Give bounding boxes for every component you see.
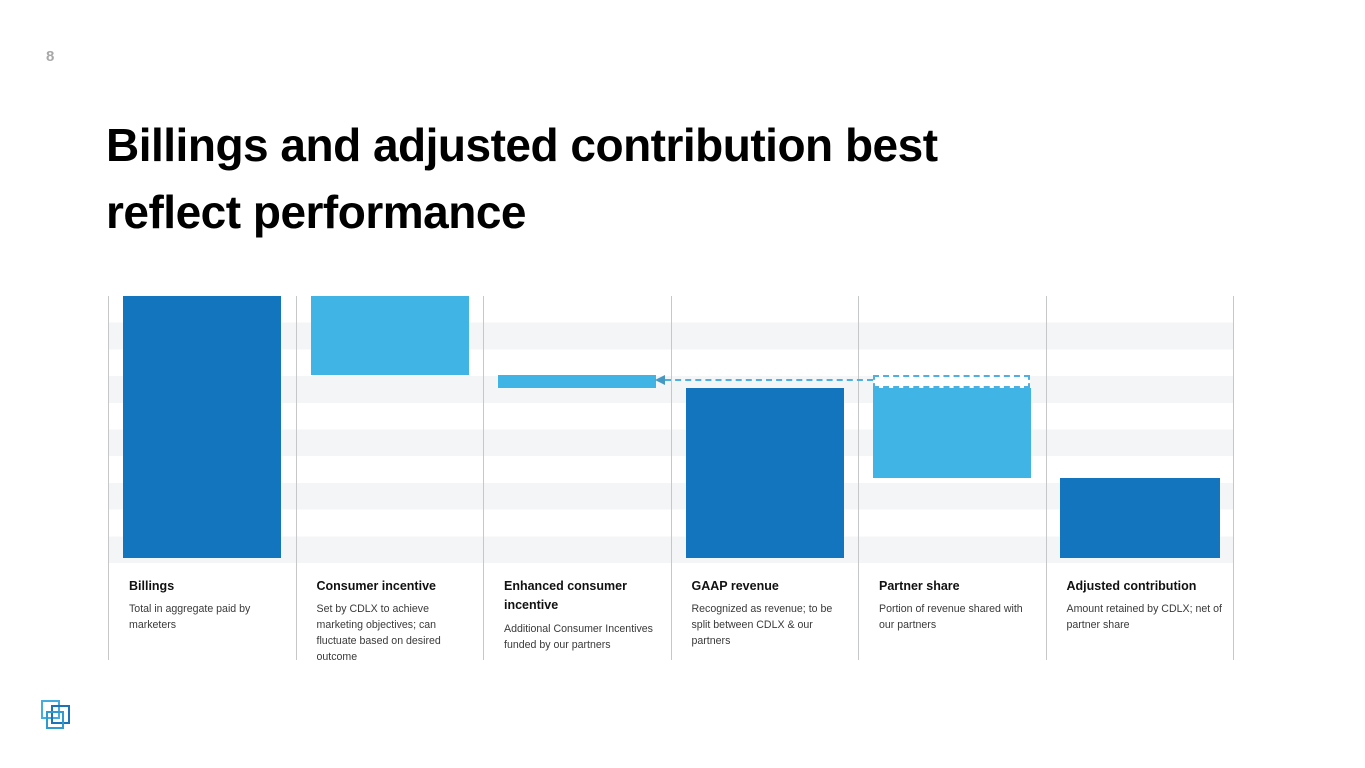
bar-gaap-revenue: [685, 388, 844, 558]
dashed-left-arrow-icon: [655, 375, 665, 385]
column-title: Billings: [129, 579, 175, 593]
column-description: Total in aggregate paid by marketers: [129, 603, 251, 632]
logo-square-light-icon: [41, 700, 60, 719]
partner-share-ghost-outline: [873, 375, 1030, 388]
overlapping-squares-logo: [41, 699, 75, 733]
column-label-enhanced-consumer-incentive: Enhanced consumer incentive Additional C…: [504, 577, 654, 654]
column-label-billings: Billings Total in aggregate paid by mark…: [129, 577, 255, 634]
bar-consumer-incentive: [310, 296, 469, 375]
chart-column-gaap-revenue: GAAP revenue Recognized as revenue; to b…: [670, 296, 860, 660]
chart-column-consumer-incentive: Consumer incentive Set by CDLX to achiev…: [295, 296, 485, 663]
page-number: 8: [46, 48, 55, 65]
chart-column-adjusted-contribution: Adjusted contribution Amount retained by…: [1045, 296, 1235, 660]
chart-column-partner-share: Partner share Portion of revenue shared …: [858, 296, 1047, 660]
slide-title-line-1: Billings and adjusted contribution best: [106, 119, 938, 171]
column-description: Portion of revenue shared with our partn…: [879, 603, 1023, 632]
slide-title: Billings and adjusted contribution best …: [106, 112, 1226, 245]
waterfall-chart: Billings Total in aggregate paid by mark…: [108, 296, 1235, 663]
column-label-partner-share: Partner share Portion of revenue shared …: [879, 577, 1029, 634]
logo-square-dark-icon: [51, 705, 70, 724]
column-description: Additional Consumer Incentives funded by…: [504, 622, 653, 651]
bar-partner-share: [873, 388, 1031, 478]
column-title: Adjusted contribution: [1066, 579, 1197, 593]
chart-column-billings: Billings Total in aggregate paid by mark…: [108, 296, 297, 660]
logo-square-mid-icon: [46, 711, 64, 729]
chart-column-enhanced-consumer-incentive: Enhanced consumer incentive Additional C…: [483, 296, 672, 660]
column-label-adjusted-contribution: Adjusted contribution Amount retained by…: [1067, 577, 1223, 634]
column-label-consumer-incentive: Consumer incentive Set by CDLX to achiev…: [317, 577, 467, 666]
column-title: Consumer incentive: [316, 579, 436, 593]
column-description: Amount retained by CDLX; net of partner …: [1066, 603, 1222, 632]
bar-enhanced-consumer-incentive: [498, 375, 656, 388]
column-description: Set by CDLX to achieve marketing objecti…: [316, 603, 441, 664]
column-title: Enhanced consumer incentive: [504, 579, 627, 613]
bar-billings: [123, 296, 281, 558]
column-description: Recognized as revenue; to be split betwe…: [691, 603, 833, 648]
dashed-connector-line: [665, 379, 873, 381]
bar-adjusted-contribution: [1059, 478, 1220, 558]
column-title: GAAP revenue: [691, 579, 779, 593]
slide-title-line-2: reflect performance: [106, 185, 527, 238]
column-title: Partner share: [879, 579, 960, 593]
column-label-gaap-revenue: GAAP revenue Recognized as revenue; to b…: [692, 577, 834, 650]
